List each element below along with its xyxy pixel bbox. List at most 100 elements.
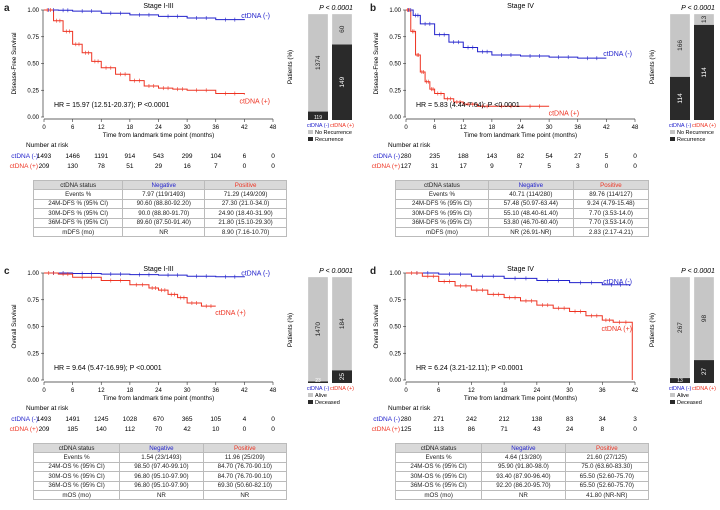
table-row: Events % 4.64 (13/280) 21.60 (27/125) bbox=[394, 452, 650, 463]
y-tick-label: 0.50 bbox=[27, 62, 39, 68]
table-row: mOS (mo) NR NR bbox=[32, 489, 288, 501]
x-tick-label: 42 bbox=[603, 125, 610, 131]
table-cell: 4.64 (13/280) bbox=[481, 452, 566, 463]
panel-c-risk-table: Number at risk ctDNA (-) ctDNA (+) 1493 209 1… bbox=[10, 405, 276, 433]
risk-title: Number at risk bbox=[388, 142, 431, 149]
table-cell: 27.30 (21.0-34.0) bbox=[204, 198, 287, 210]
risk-value-negative: 82 bbox=[517, 153, 525, 160]
survival-line-ctdna-negative bbox=[406, 9, 607, 59]
table-cell: ctDNA status bbox=[394, 442, 483, 454]
x-tick-label: 24 bbox=[534, 388, 541, 394]
survival-line-ctdna-negative bbox=[44, 272, 245, 278]
bar-segment-top bbox=[307, 276, 329, 382]
hazard-ratio: HR = 5.83 (4.44-7.64); P <0.0001 bbox=[416, 102, 520, 109]
table-cell: Positive bbox=[572, 179, 650, 191]
table-cell: 8.90 (7.16-10.70) bbox=[204, 226, 287, 238]
table-cell: Events % bbox=[395, 189, 489, 200]
table-cell: 89.60 (87.50-91.40) bbox=[122, 217, 206, 228]
risk-value-positive: 127 bbox=[401, 163, 412, 170]
risk-value-negative: 543 bbox=[153, 153, 164, 160]
risk-title: Number at risk bbox=[388, 405, 431, 412]
bar-legend-label: Recurrence bbox=[315, 137, 343, 143]
x-axis-label: Time from landmark Time point (Months) bbox=[464, 395, 577, 402]
risk-value-negative: 914 bbox=[124, 153, 135, 160]
y-tick-label: 1.00 bbox=[27, 8, 39, 14]
table-header-row: ctDNA status Negative Positive bbox=[32, 442, 288, 454]
risk-value-positive: 8 bbox=[600, 426, 604, 433]
table-cell: 7.70 (3.53-14.0) bbox=[572, 217, 650, 228]
y-axis-label: Disease-Free Survival bbox=[11, 33, 18, 95]
table-cell: 30M-DFS % (95% CI) bbox=[395, 208, 489, 219]
table-cell: 40.71 (114/280) bbox=[487, 189, 574, 200]
x-tick-label: 36 bbox=[599, 388, 606, 394]
legend-label-positive: ctDNA (+) bbox=[549, 110, 580, 117]
panel-c-summary-table: ctDNA status Negative Positive Events % 1.54… bbox=[32, 442, 288, 501]
x-tick-label: 0 bbox=[42, 388, 46, 394]
bar-segment-top bbox=[331, 276, 353, 371]
table-row: 30M-OS % (95% CI) 96.80 (95.10-97.90) 84.7… bbox=[32, 471, 288, 482]
risk-value-negative: 670 bbox=[153, 416, 164, 423]
panel-a-label: a bbox=[4, 3, 10, 14]
hazard-ratio: HR = 6.24 (3.21-12.11); P <0.0001 bbox=[416, 365, 523, 372]
table-cell: 89.76 (114/127) bbox=[572, 189, 650, 200]
table-row: mDFS (mo) NR (26.91-NR) 2.83 (2.17-4.21) bbox=[395, 226, 650, 238]
risk-value-positive: 16 bbox=[184, 163, 192, 170]
table-cell: 96.80 (95.10-97.90) bbox=[119, 480, 204, 491]
bar-category-label: ctDNA (-) bbox=[669, 386, 692, 392]
risk-title: Number at risk bbox=[26, 142, 69, 149]
chart-title: Stage IV bbox=[507, 3, 534, 10]
table-cell: ctDNA status bbox=[32, 179, 124, 191]
table-cell: 75.0 (63.60-83.30) bbox=[564, 461, 650, 473]
risk-value-negative: 5 bbox=[605, 153, 609, 160]
bar-y-label: Patients (%) bbox=[649, 50, 656, 84]
table-row: 36M-OS % (95% CI) 92.20 (86.20-95.70) 65.5… bbox=[394, 480, 650, 491]
panel-c-label: c bbox=[4, 266, 10, 277]
table-row: 30M-DFS % (95% CI) 90.0 (88.80-91.70) 24.9… bbox=[32, 208, 287, 219]
bar-bottom-value: 114 bbox=[701, 67, 708, 78]
bar-top-value: 184 bbox=[339, 318, 346, 329]
legend-label-positive: ctDNA (+) bbox=[215, 310, 246, 317]
panel-a-risk-table: Number at risk ctDNA (-) ctDNA (+) 1493 209 1… bbox=[10, 142, 276, 170]
table-header-row: ctDNA status Negative Positive bbox=[394, 442, 650, 454]
bar-bottom-value: 13 bbox=[677, 378, 683, 384]
survival-line-ctdna-negative bbox=[44, 9, 245, 21]
x-tick-label: 6 bbox=[437, 388, 441, 394]
risk-value-negative: 27 bbox=[574, 153, 582, 160]
legend-label-negative: ctDNA (-) bbox=[241, 13, 270, 20]
bar-bottom-value: 119 bbox=[314, 115, 322, 121]
table-cell: 90.60 (88.80-92.20) bbox=[122, 198, 206, 210]
legend-swatch-light bbox=[670, 393, 675, 397]
bar-top-value: 1470 bbox=[315, 322, 322, 337]
table-cell: 84.70 (76.70-90.10) bbox=[202, 471, 288, 482]
x-tick-label: 6 bbox=[71, 388, 75, 394]
y-tick-label: 0.75 bbox=[27, 298, 39, 304]
bar-p-value: P < 0.0001 bbox=[681, 268, 715, 275]
y-tick-label: 1.00 bbox=[27, 271, 39, 277]
x-tick-label: 18 bbox=[501, 388, 508, 394]
risk-value-negative: 6 bbox=[243, 153, 247, 160]
risk-row-label-positive: ctDNA (+) bbox=[10, 163, 38, 170]
x-tick-label: 6 bbox=[433, 125, 437, 131]
x-tick-label: 0 bbox=[404, 125, 408, 131]
risk-row-label-negative: ctDNA (-) bbox=[373, 153, 400, 160]
survival-line-ctdna-positive bbox=[44, 272, 216, 307]
legend-swatch-dark bbox=[670, 137, 675, 141]
bar-segment-bottom bbox=[694, 360, 714, 383]
risk-value-negative: 1493 bbox=[37, 416, 52, 423]
hazard-ratio: HR = 15.97 (12.51-20.37); P <0.0001 bbox=[54, 102, 170, 109]
x-tick-label: 24 bbox=[155, 125, 162, 131]
legend-swatch-dark bbox=[670, 400, 675, 404]
table-cell: Events % bbox=[32, 452, 121, 463]
table-cell: 7.97 (119/1493) bbox=[122, 189, 206, 200]
risk-value-negative: 271 bbox=[433, 416, 444, 423]
y-tick-label: 0.25 bbox=[27, 351, 39, 357]
risk-value-positive: 185 bbox=[67, 426, 78, 433]
hazard-ratio: HR = 9.64 (5.47-16.99); P <0.0001 bbox=[54, 365, 162, 372]
risk-value-negative: 1493 bbox=[37, 153, 52, 160]
table-cell: NR bbox=[122, 226, 206, 238]
risk-row-label-negative: ctDNA (-) bbox=[373, 416, 400, 423]
bar-legend-label: Alive bbox=[677, 393, 689, 399]
table-row: Events % 7.97 (119/1493) 71.29 (149/209) bbox=[32, 189, 287, 200]
bar-category-label: ctDNA (-) bbox=[669, 123, 692, 129]
risk-value-positive: 0 bbox=[605, 163, 609, 170]
